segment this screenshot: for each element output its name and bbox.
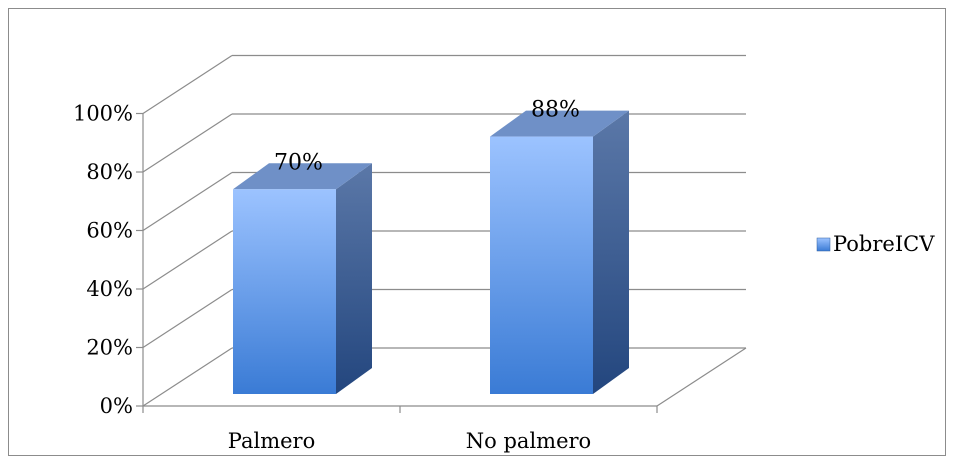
y-tick-label: 20% (86, 336, 133, 360)
grid-layer: 0% 20% 40% 60% 80% 100% (73, 54, 747, 418)
bar-front (490, 136, 593, 394)
data-label: 88% (531, 98, 580, 123)
category-label: No palmero (466, 429, 591, 453)
bar-front (233, 189, 336, 394)
gridline-side (142, 347, 233, 407)
bar-side (336, 163, 372, 394)
y-tick-label: 60% (86, 219, 133, 243)
floor-right-edge (656, 347, 747, 407)
gridline-side (142, 230, 233, 290)
gridline-side (142, 54, 233, 115)
gridline-side (142, 171, 233, 232)
gridline-side (142, 113, 233, 173)
labels-layer: 70% Palmero 88% No palmero (228, 98, 591, 453)
y-tick-label: 100% (73, 102, 133, 126)
bar-side (593, 110, 629, 394)
bar-top (490, 110, 629, 137)
data-label: 70% (274, 150, 323, 175)
y-tick-label: 40% (86, 277, 133, 301)
bar-top (233, 163, 372, 190)
legend-swatch (816, 237, 831, 252)
y-tick-label: 0% (100, 394, 133, 418)
category-label: Palmero (228, 429, 315, 453)
bars-layer (233, 110, 629, 394)
gridline-side (142, 288, 233, 349)
legend-label: PobreICV (833, 232, 935, 256)
y-tick-label: 80% (86, 160, 133, 184)
chart-frame: 0% 20% 40% 60% 80% 100% 70% Palmero 88% No palme… (8, 8, 946, 456)
legend: PobreICV (816, 232, 935, 256)
chart-svg: 0% 20% 40% 60% 80% 100% 70% Palmero 88% No palme… (73, 54, 935, 453)
